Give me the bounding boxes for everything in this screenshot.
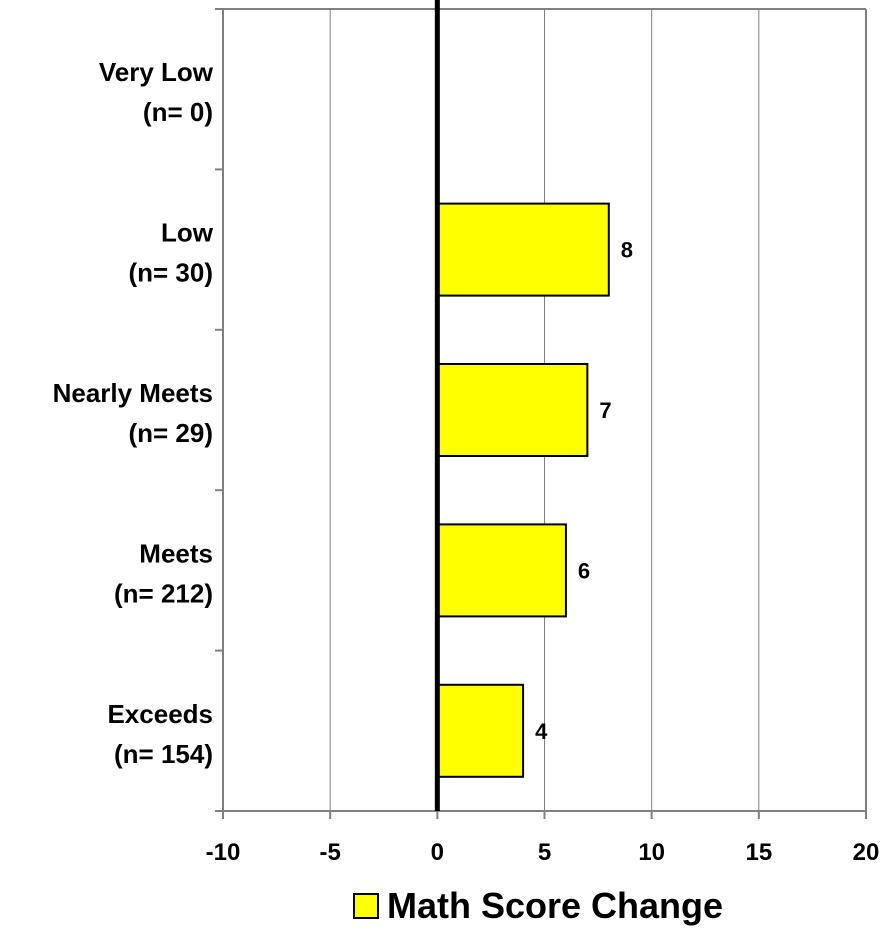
category-label: Exceeds (n= 154): [107, 699, 213, 769]
category-name: Meets: [139, 538, 213, 568]
x-tick-label: 10: [638, 839, 665, 866]
category-name: Nearly Meets: [53, 378, 213, 408]
category-label: Low (n= 30): [128, 218, 213, 288]
x-tick-label: 0: [431, 839, 444, 866]
data-label: 4: [535, 719, 548, 744]
data-labels: 8 7 6 4: [535, 238, 633, 744]
category-name: Very Low: [99, 57, 214, 87]
category-count: (n= 212): [114, 578, 213, 608]
category-labels: Very Low (n= 0) Low (n= 30) Nearly Meets (n= …: [53, 57, 214, 769]
x-tick-label: 20: [853, 839, 880, 866]
category-count: (n= 29): [128, 418, 213, 448]
data-label: 8: [621, 238, 633, 263]
legend-label: Math Score Change: [387, 885, 724, 926]
bar: [436, 363, 589, 457]
category-count: (n= 0): [143, 97, 213, 127]
x-tick-label: -10: [206, 839, 241, 866]
bars: [436, 202, 610, 778]
legend-swatch: [353, 893, 379, 919]
x-tick-label: -5: [319, 839, 340, 866]
category-count: (n= 30): [128, 258, 213, 288]
data-label: 7: [599, 398, 611, 423]
bar: [436, 202, 610, 297]
category-name: Low: [161, 218, 214, 248]
category-label: Nearly Meets (n= 29): [53, 378, 213, 448]
data-label: 6: [578, 558, 590, 583]
category-name: Exceeds: [107, 699, 213, 729]
x-tick-labels: -10 -5 0 5 10 15 20: [206, 839, 880, 866]
bar: [436, 683, 525, 778]
category-label: Meets (n= 212): [114, 538, 213, 608]
bar: [436, 523, 567, 618]
axes: [215, 0, 867, 819]
x-tick-label: 15: [745, 839, 772, 866]
x-tick-label: 5: [538, 839, 551, 866]
bar-chart: Very Low (n= 0) Low (n= 30) Nearly Meets (n= …: [53, 0, 880, 866]
category-count: (n= 154): [114, 739, 213, 769]
legend: Math Score Change: [353, 882, 723, 930]
category-label: Very Low (n= 0): [99, 57, 214, 127]
